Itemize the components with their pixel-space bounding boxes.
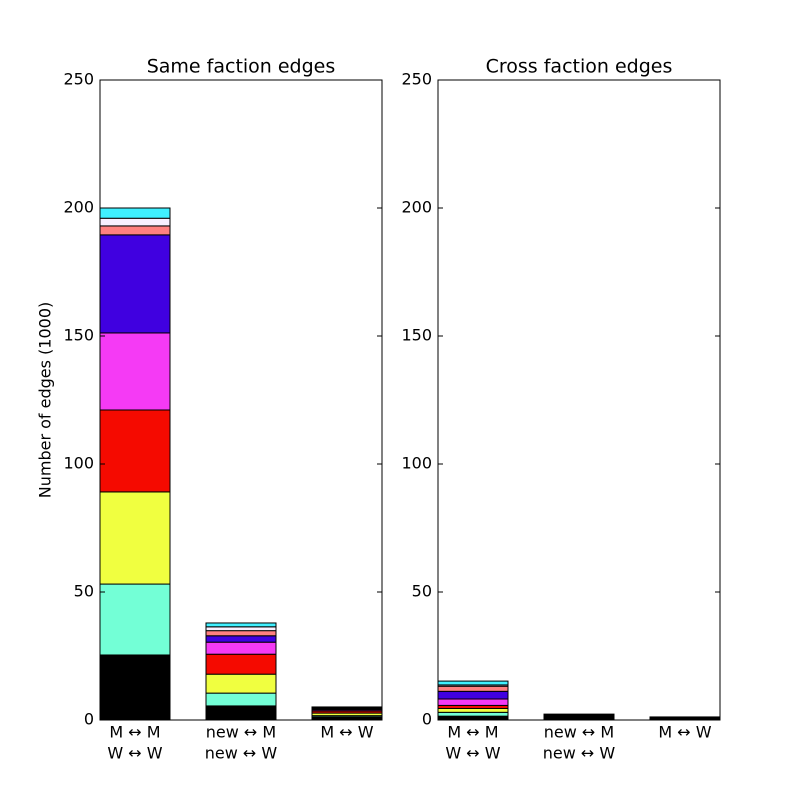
bar-segment <box>205 692 277 707</box>
y-tick-label: 200 <box>63 198 94 217</box>
plot-frame <box>99 79 383 721</box>
x-tick-label: new ↔ M <box>206 723 276 742</box>
y-tick-label: 50 <box>412 582 432 601</box>
x-tick-label: M ↔ M <box>447 723 498 742</box>
bar-segment <box>437 698 509 706</box>
y-tick-label: 50 <box>74 582 94 601</box>
bar-segment <box>205 635 277 643</box>
bar-segment <box>99 491 171 585</box>
y-tick-label: 250 <box>63 70 94 89</box>
bar-segment <box>437 680 509 686</box>
x-tick-label: M ↔ W <box>658 723 711 742</box>
y-tick-label: 0 <box>84 710 94 729</box>
x-tick-label: M ↔ W <box>320 723 373 742</box>
x-tick-label: new ↔ M <box>544 723 614 742</box>
y-tick-label: 100 <box>63 454 94 473</box>
chart-title: Same faction edges <box>147 56 336 78</box>
x-tick-label: new ↔ W <box>205 744 278 763</box>
bar-segment <box>99 332 171 411</box>
bar-segment <box>99 583 171 656</box>
y-tick-label: 250 <box>401 70 432 89</box>
bar-segment <box>99 409 171 493</box>
bar-segment <box>205 630 277 637</box>
y-tick-label: 150 <box>63 326 94 345</box>
bar-segment <box>205 641 277 655</box>
y-tick-label: 200 <box>401 198 432 217</box>
bar-segment <box>99 217 171 227</box>
bar-segment <box>205 626 277 632</box>
bar-segment <box>437 685 509 692</box>
y-tick-label: 0 <box>422 710 432 729</box>
y-tick-label: 150 <box>401 326 432 345</box>
bar-segment <box>437 711 509 717</box>
x-tick-label: new ↔ W <box>543 744 616 763</box>
bar-segment <box>437 690 509 700</box>
bar-segment <box>311 706 383 708</box>
plot-frame <box>437 79 721 721</box>
bar-segment <box>205 705 277 721</box>
bar-segment <box>205 673 277 694</box>
bar-segment <box>543 713 615 721</box>
bar-segment <box>437 707 509 713</box>
x-tick-label: M ↔ M <box>109 723 160 742</box>
bar-segment <box>437 715 509 721</box>
bar-segment <box>205 653 277 675</box>
y-axis-label: Number of edges (1000) <box>36 302 55 499</box>
x-tick-label: W ↔ W <box>107 744 162 763</box>
x-tick-label: W ↔ W <box>445 744 500 763</box>
bar-segment <box>99 654 171 721</box>
bar-segment <box>205 622 277 628</box>
bar-segment <box>99 207 171 219</box>
bar-segment <box>99 225 171 236</box>
bar-segment <box>99 234 171 334</box>
y-tick-label: 100 <box>401 454 432 473</box>
chart-title: Cross faction edges <box>486 56 673 78</box>
